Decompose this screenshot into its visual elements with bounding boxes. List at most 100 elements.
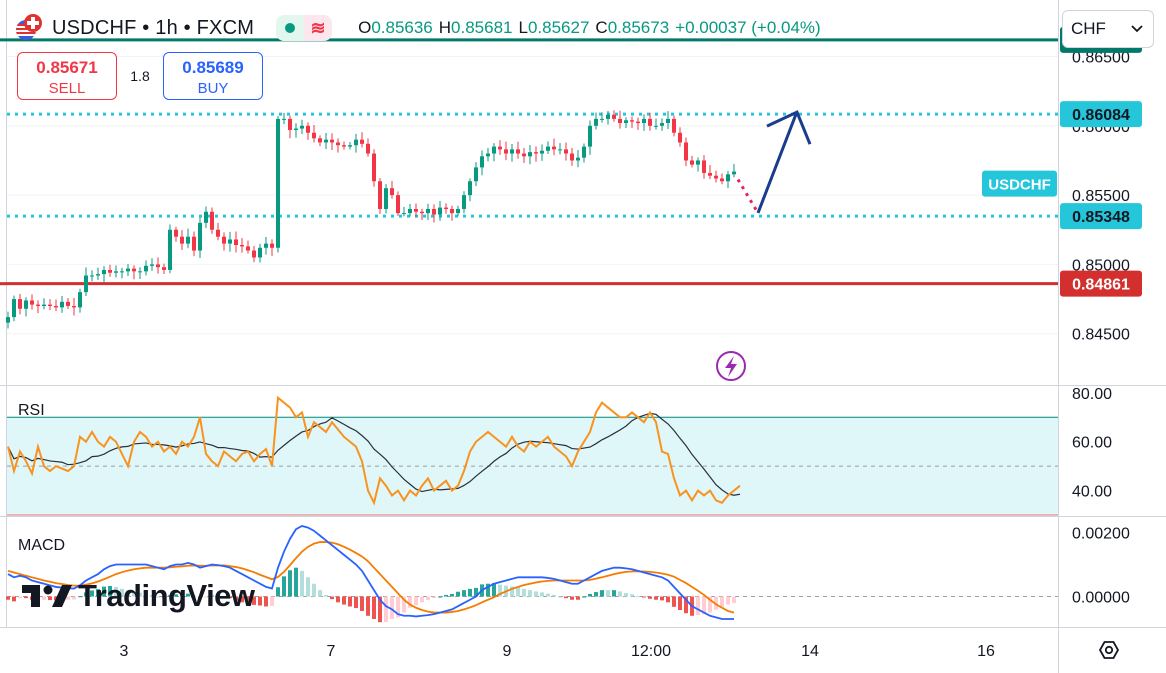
currency-select[interactable]: CHF bbox=[1062, 10, 1154, 48]
candle-body bbox=[96, 274, 100, 276]
macd-histogram-bar bbox=[384, 596, 388, 623]
macd-histogram-bar bbox=[672, 596, 676, 607]
macd-histogram-bar bbox=[186, 593, 190, 597]
macd-histogram-bar bbox=[240, 596, 244, 603]
candle-body bbox=[624, 120, 628, 124]
candle-body bbox=[120, 271, 124, 273]
price-tick-label: 0.86500 bbox=[1072, 50, 1130, 67]
macd-line bbox=[7, 525, 734, 620]
sell-button[interactable]: 0.85671 SELL bbox=[17, 52, 117, 100]
level-label: 0.84861 bbox=[1072, 277, 1130, 294]
candle-body bbox=[360, 139, 364, 144]
candle-body bbox=[24, 300, 28, 309]
candle-body bbox=[582, 146, 586, 158]
candle-body bbox=[552, 146, 556, 150]
candle-body bbox=[504, 149, 508, 154]
macd-histogram-bar bbox=[156, 596, 160, 598]
candle-body bbox=[468, 181, 472, 196]
candle-body bbox=[108, 269, 112, 273]
candle-body bbox=[510, 149, 514, 154]
macd-histogram-bar bbox=[246, 596, 250, 604]
macd-histogram-bar bbox=[102, 586, 106, 597]
macd-histogram-bar bbox=[354, 596, 358, 609]
macd-histogram-bar bbox=[708, 596, 712, 613]
candle-body bbox=[294, 128, 298, 130]
candle-body bbox=[30, 300, 34, 305]
candle-body bbox=[150, 264, 154, 266]
macd-histogram-bar bbox=[270, 596, 274, 606]
macd-histogram-bar bbox=[474, 587, 478, 597]
ohlc-readout: O0.85636 H0.85681 L0.85627 C0.85673 +0.0… bbox=[358, 18, 821, 38]
spread-value: 1.8 bbox=[130, 68, 150, 84]
time-tick-label: 14 bbox=[801, 643, 819, 660]
candle-body bbox=[414, 208, 418, 212]
candle-body bbox=[138, 271, 142, 273]
macd-histogram-bar bbox=[528, 590, 532, 597]
candle-body bbox=[72, 305, 76, 308]
candle-body bbox=[132, 268, 136, 272]
status-pill[interactable]: ≋ bbox=[276, 15, 333, 41]
macd-histogram-bar bbox=[456, 591, 460, 597]
macd-histogram-bar bbox=[468, 588, 472, 597]
macd-histogram-bar bbox=[432, 596, 436, 599]
market-open-dot-icon bbox=[276, 15, 305, 41]
macd-histogram-bar bbox=[534, 591, 538, 597]
candle-body bbox=[546, 146, 550, 151]
candle-body bbox=[48, 304, 52, 306]
candle-body bbox=[372, 153, 376, 182]
macd-histogram-bar bbox=[78, 596, 82, 598]
macd-histogram-bar bbox=[726, 596, 730, 605]
candle-body bbox=[384, 188, 388, 209]
candle-body bbox=[174, 229, 178, 237]
rsi-band bbox=[7, 417, 1058, 515]
candle-body bbox=[288, 118, 292, 130]
price-tick-label: 0.85000 bbox=[1072, 257, 1130, 274]
macd-histogram-bar bbox=[408, 596, 412, 608]
macd-histogram-bar bbox=[84, 592, 88, 597]
candle-body bbox=[12, 299, 16, 318]
macd-histogram-bar bbox=[684, 596, 688, 614]
currency-value: CHF bbox=[1071, 19, 1106, 38]
buy-button[interactable]: 0.85689 BUY bbox=[163, 52, 263, 100]
candle-body bbox=[300, 125, 304, 129]
macd-histogram-bar bbox=[546, 593, 550, 597]
us-ch-flag-icon bbox=[16, 14, 44, 42]
symbol-tag-label: USDCHF bbox=[988, 177, 1051, 194]
macd-histogram-bar bbox=[414, 596, 418, 606]
candle-body bbox=[390, 188, 394, 196]
macd-histogram-bar bbox=[120, 588, 124, 597]
candle-body bbox=[708, 172, 712, 176]
macd-histogram-bar bbox=[378, 596, 382, 623]
macd-histogram-bar bbox=[666, 596, 670, 603]
macd-histogram-bar bbox=[216, 596, 220, 598]
settings-gear-icon[interactable] bbox=[1098, 641, 1120, 659]
macd-histogram-bar bbox=[564, 596, 568, 599]
high-value: 0.85681 bbox=[451, 18, 513, 37]
macd-signal-line bbox=[7, 541, 735, 614]
candle-body bbox=[264, 243, 268, 248]
macd-histogram-bar bbox=[588, 593, 592, 597]
macd-histogram-bar bbox=[396, 596, 400, 618]
macd-histogram-bar bbox=[642, 596, 646, 598]
level-label: 0.85348 bbox=[1072, 209, 1130, 226]
macd-histogram-bar bbox=[192, 595, 196, 597]
macd-histogram-bar bbox=[696, 596, 700, 616]
candle-body bbox=[354, 139, 358, 146]
candle-body bbox=[444, 207, 448, 209]
chevron-down-icon bbox=[1131, 25, 1143, 33]
macd-histogram-bar bbox=[318, 590, 322, 597]
candle-body bbox=[258, 247, 262, 258]
rsi-tick-label: 40.00 bbox=[1072, 484, 1112, 501]
candle-body bbox=[282, 118, 286, 120]
candle-body bbox=[222, 236, 226, 244]
candle-body bbox=[54, 305, 58, 308]
candle-body bbox=[378, 181, 382, 209]
candle-body bbox=[534, 152, 538, 154]
candle-body bbox=[342, 145, 346, 147]
macd-histogram-bar bbox=[24, 596, 28, 599]
macd-histogram-bar bbox=[486, 583, 490, 597]
candle-body bbox=[42, 304, 46, 306]
macd-histogram-bar bbox=[150, 594, 154, 597]
symbol-title[interactable]: USDCHF • 1h • FXCM bbox=[52, 16, 255, 39]
